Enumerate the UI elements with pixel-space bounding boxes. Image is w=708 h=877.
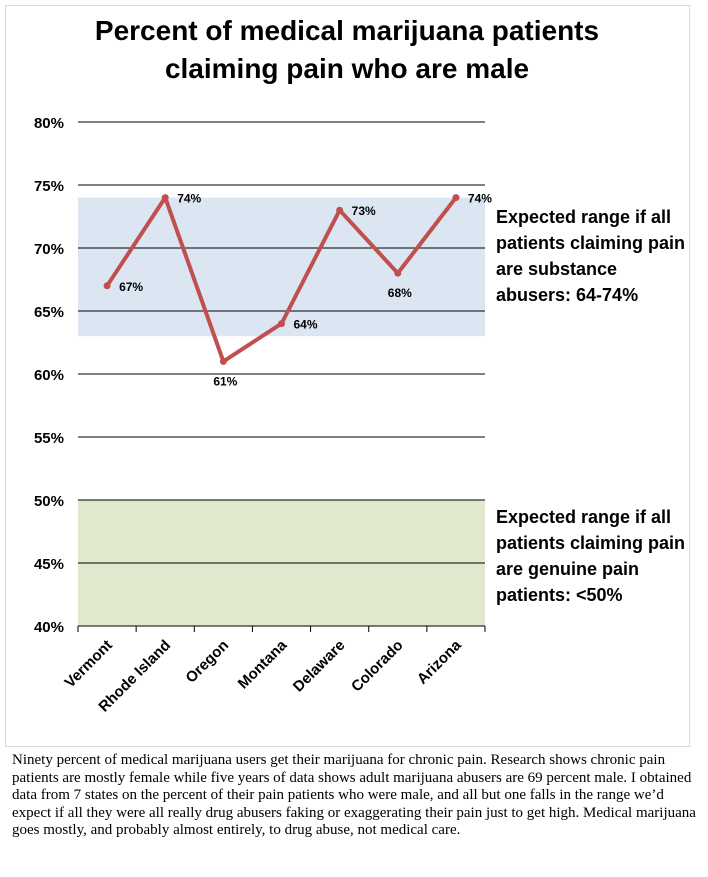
x-tick-label: Oregon bbox=[182, 637, 232, 687]
substance-range-note: Expected range if all patients claiming … bbox=[496, 207, 686, 305]
data-point bbox=[336, 206, 344, 214]
x-tick-label: Colorado bbox=[348, 637, 407, 696]
x-tick-label: Arizona bbox=[414, 636, 465, 687]
y-tick-label: 65% bbox=[34, 304, 64, 321]
y-tick-label: 70% bbox=[34, 241, 64, 258]
data-label: 74% bbox=[177, 192, 201, 206]
x-tick-label: Montana bbox=[235, 636, 291, 692]
chart-title-line-2: claiming pain who are male bbox=[164, 53, 530, 84]
genuine-range-note: Expected range if all patients claiming … bbox=[496, 507, 686, 605]
data-label: 64% bbox=[294, 318, 318, 332]
data-point bbox=[103, 282, 111, 290]
x-tick-label: Vermont bbox=[61, 637, 115, 691]
chart-title-line-1: Percent of medical marijuana patients bbox=[94, 15, 600, 46]
data-label: 67% bbox=[119, 280, 143, 294]
data-point bbox=[278, 320, 285, 328]
x-tick-label: Delaware bbox=[290, 637, 349, 696]
y-tick-label: 45% bbox=[34, 556, 64, 573]
substance-range-band bbox=[78, 197, 485, 337]
data-point bbox=[161, 194, 169, 202]
y-tick-label: 80% bbox=[34, 115, 64, 132]
data-point bbox=[394, 269, 402, 277]
line-chart: 40%45%50%55%60%65%70%75%80%VermontRhode … bbox=[34, 115, 492, 715]
data-label: 74% bbox=[468, 192, 492, 206]
y-tick-label: 55% bbox=[34, 430, 64, 447]
caption-text: Ninety percent of medical marijuana user… bbox=[12, 752, 696, 839]
y-tick-label: 40% bbox=[34, 619, 64, 636]
y-tick-label: 60% bbox=[34, 367, 64, 384]
chart-title: Percent of medical marijuana patients cl… bbox=[5, 12, 689, 88]
y-tick-label: 75% bbox=[34, 178, 64, 195]
data-label: 61% bbox=[213, 374, 237, 388]
y-tick-label: 50% bbox=[34, 493, 64, 510]
data-point bbox=[452, 194, 460, 202]
data-label: 68% bbox=[388, 286, 412, 300]
data-point bbox=[219, 357, 227, 365]
data-label: 73% bbox=[352, 204, 376, 218]
